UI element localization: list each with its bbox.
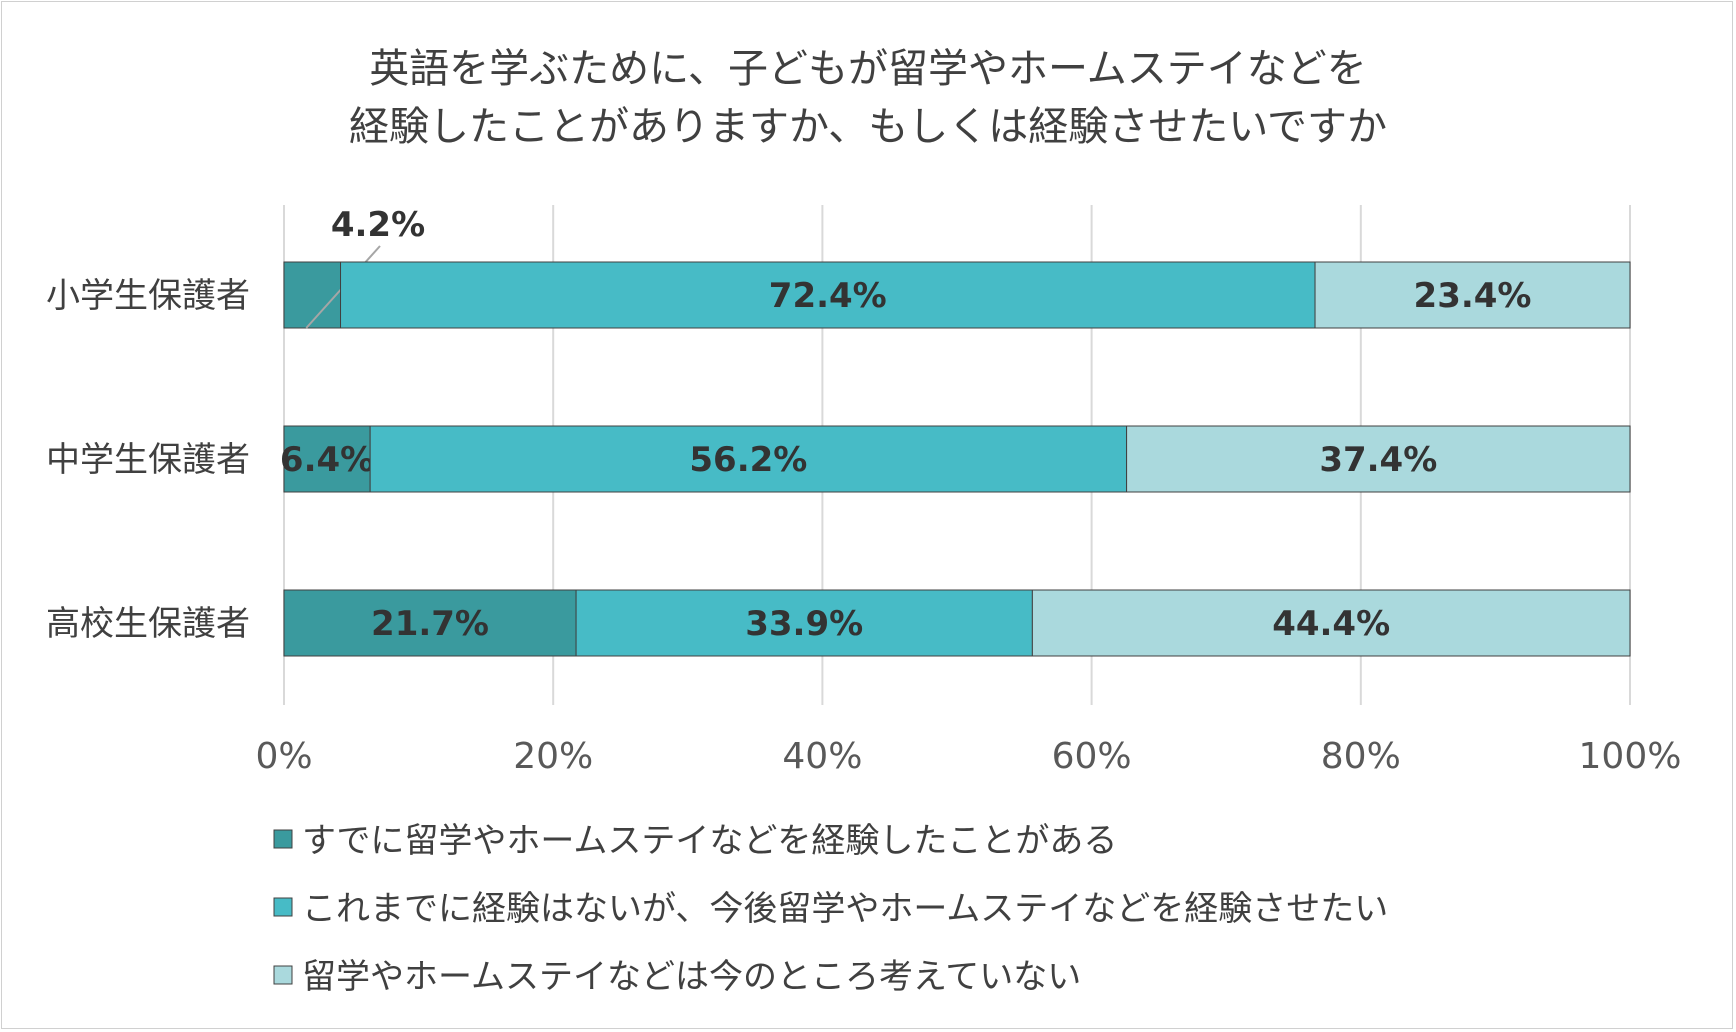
data-label: 21.7% xyxy=(371,604,489,644)
bar-segment xyxy=(1031,589,1631,657)
data-label: 23.4% xyxy=(1414,276,1532,316)
bar-segment xyxy=(283,425,371,493)
legend-label: これまでに経験はないが、今後留学やホームステイなどを経験させたい xyxy=(302,889,1388,929)
bar-segment xyxy=(575,589,1033,657)
legend-swatch xyxy=(273,829,293,849)
data-label: 6.4% xyxy=(280,440,374,480)
bar-segment xyxy=(369,425,1128,493)
category-label: 中学生保護者 xyxy=(46,440,250,480)
x-axis-ticks: 0% 20% 40% 60% 80% 100% xyxy=(255,736,1681,777)
category-label: 高校生保護者 xyxy=(46,604,250,644)
tick-label: 40% xyxy=(782,736,862,777)
tick-label: 60% xyxy=(1052,736,1132,777)
legend-swatch xyxy=(273,897,293,917)
tick-label: 0% xyxy=(255,736,312,777)
bar-segment xyxy=(340,261,1316,329)
data-label: 72.4% xyxy=(769,276,887,316)
tick-label: 100% xyxy=(1579,736,1682,777)
tick-label: 20% xyxy=(513,736,593,777)
legend-label: 留学やホームステイなどは今のところ考えていない xyxy=(302,957,1081,997)
legend: すでに留学やホームステイなどを経験したことがあるこれまでに経験はないが、今後留学… xyxy=(273,821,1388,997)
bar-segment xyxy=(283,261,342,329)
chart-title: 英語を学ぶために、子どもが留学やホームステイなどを経験したことがありますか、もし… xyxy=(349,46,1387,150)
data-label: 56.2% xyxy=(689,440,807,480)
title-line: 経験したことがありますか、もしくは経験させたいですか xyxy=(349,104,1387,150)
data-label: 37.4% xyxy=(1319,440,1437,480)
data-label: 44.4% xyxy=(1272,604,1390,644)
data-label: 33.9% xyxy=(745,604,863,644)
category-label: 小学生保護者 xyxy=(46,276,250,316)
bar-segment xyxy=(1314,261,1631,329)
legend-swatch xyxy=(273,965,293,985)
tick-label: 80% xyxy=(1321,736,1401,777)
legend-label: すでに留学やホームステイなどを経験したことがある xyxy=(302,821,1117,861)
bar-segment xyxy=(1126,425,1631,493)
title-line: 英語を学ぶために、子どもが留学やホームステイなどを xyxy=(369,46,1367,92)
data-label: 4.2% xyxy=(331,205,425,245)
bars: 4.2% 72.4% 23.4% 6.4% 56.2% 37.4% 21.7% 33.9% 44… xyxy=(280,205,1631,657)
